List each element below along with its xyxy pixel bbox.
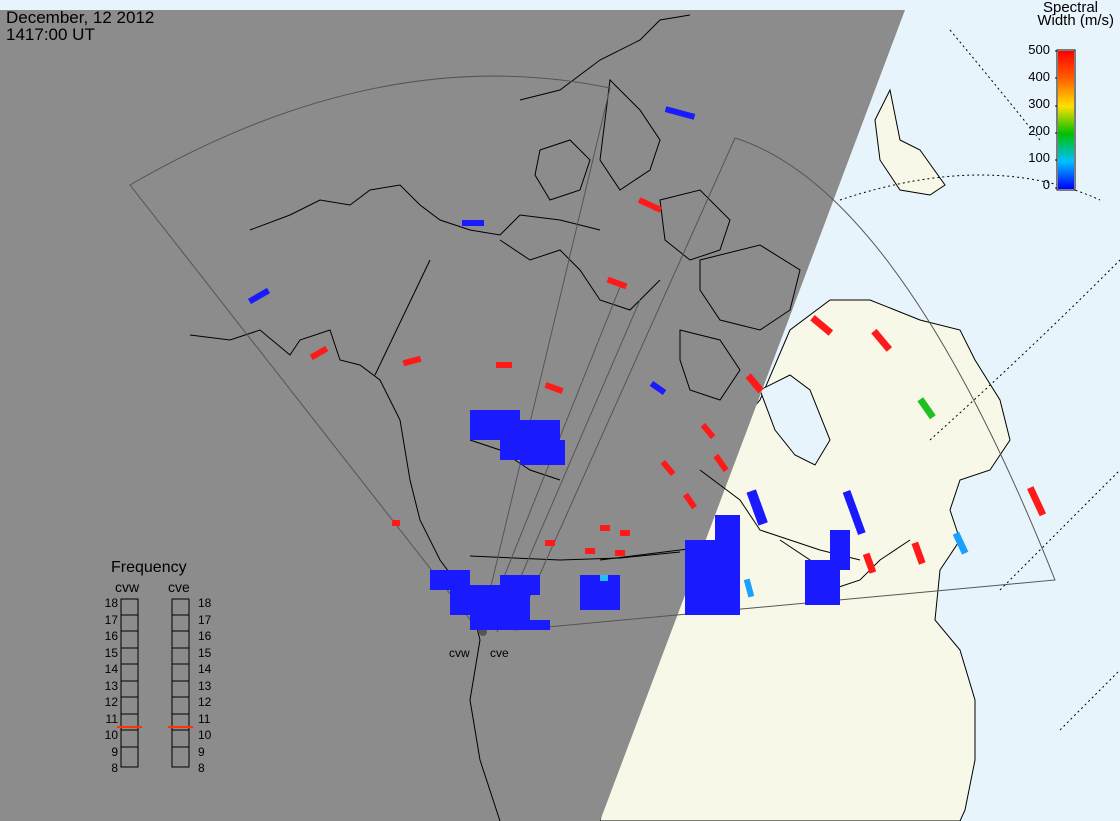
frequency-level-left: 18	[104, 596, 118, 610]
frequency-level-right: 17	[198, 612, 212, 627]
date-label: December, 12 2012	[6, 8, 155, 27]
day-land-greenland	[874, 88, 946, 196]
echo-cluster-east	[247, 106, 866, 615]
frequency-level-right: 18	[198, 596, 212, 610]
echo-cluster-west	[430, 570, 620, 630]
frequency-panel	[117, 598, 193, 768]
frequency-level-left: 14	[104, 662, 118, 676]
frequency-box-cve	[171, 598, 190, 768]
frequency-level-left: 12	[104, 695, 118, 709]
colorbar-tick: 200	[1028, 123, 1050, 138]
frequency-level-left: 9	[111, 744, 118, 759]
frequency-level-right: 14	[198, 662, 212, 676]
frequency-level-left: 11	[105, 711, 118, 726]
frequency-level-right: 15	[198, 645, 212, 660]
colorbar-title-line1: Spectral	[1042, 0, 1098, 16]
colorbar-tick: 400	[1028, 69, 1050, 84]
frequency-title: Frequency	[111, 559, 187, 576]
colorbar-tick: 100	[1028, 150, 1050, 165]
night-shade	[0, 10, 905, 821]
frequency-level-right: 13	[198, 678, 212, 693]
frequency-level-right: 11	[198, 711, 211, 726]
frequency-level-left: 13	[104, 678, 118, 693]
frequency-level-right: 8	[198, 761, 205, 775]
frequency-level-right: 9	[198, 744, 205, 759]
frequency-col-east: cve	[168, 579, 190, 595]
time-label: 1417:00 UT	[6, 25, 95, 44]
frequency-level-right: 16	[198, 629, 212, 643]
echo-cluster-red	[309, 197, 1047, 574]
frequency-level-left: 16	[104, 629, 118, 643]
colorbar-gradient	[1058, 51, 1074, 189]
colorbar-tick: 0	[1042, 177, 1050, 192]
echo-cluster-central	[470, 410, 565, 465]
echo-other-colors	[600, 397, 969, 598]
frequency-col-west: cvw	[115, 579, 140, 595]
colorbar-title-line2: Width (m/s)	[1037, 12, 1114, 29]
radar-label-west: cvw	[449, 646, 470, 660]
frequency-level-right: 10	[198, 728, 212, 742]
frequency-level-left: 10	[104, 728, 118, 742]
frequency-level-left: 15	[104, 645, 118, 660]
frequency-box-cvw	[120, 598, 139, 768]
colorbar-tick: 500	[1028, 42, 1050, 57]
radar-label-east: cve	[490, 646, 509, 660]
borders	[374, 259, 681, 561]
colorbar-tick: 300	[1028, 96, 1050, 111]
hudson-bay	[759, 374, 831, 466]
frequency-level-left: 17	[104, 612, 118, 627]
colorbar	[1055, 49, 1076, 191]
frequency-level-left: 8	[111, 761, 118, 775]
frequency-level-right: 12	[198, 695, 212, 709]
